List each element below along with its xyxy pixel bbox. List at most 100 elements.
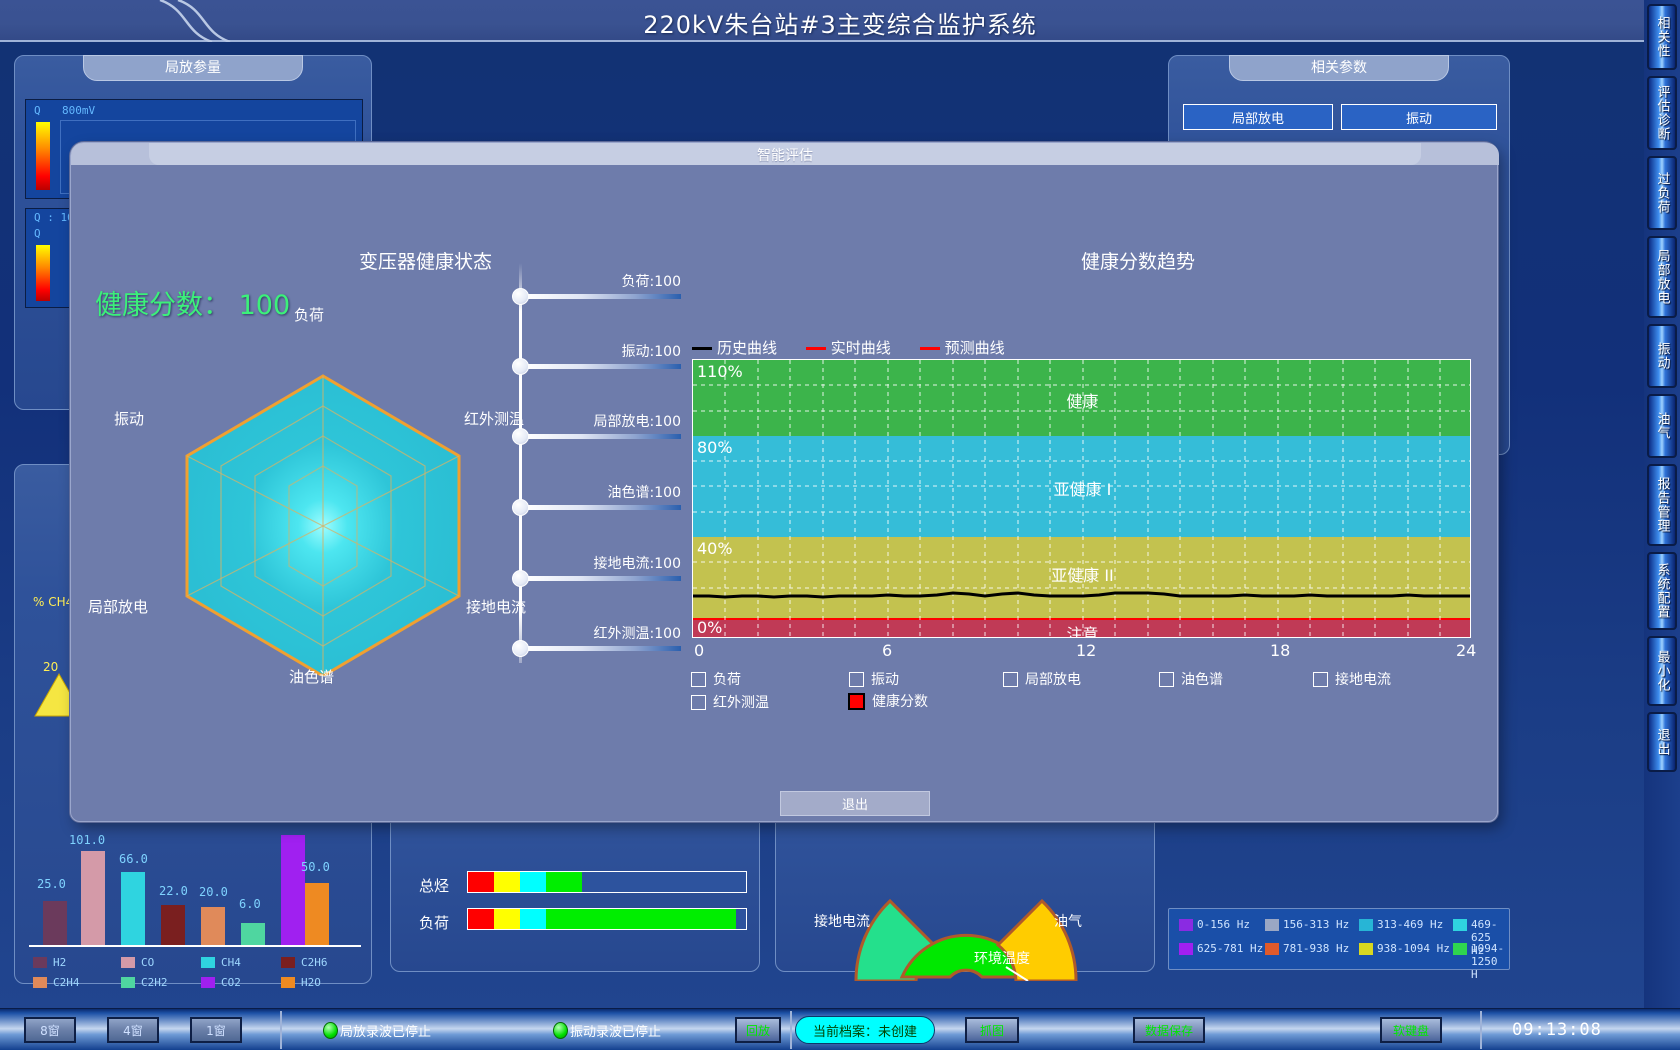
header-swoosh-decoration	[159, 0, 231, 42]
bar-2	[121, 872, 145, 945]
bar-7	[305, 883, 329, 945]
slider-label-infrared-temp: 红外测温:100	[593, 626, 681, 642]
checkbox-box-health-score[interactable]	[848, 692, 865, 710]
freq-label-0: 0-156 Hz	[1197, 918, 1250, 931]
dialog-titlebar[interactable]: 智能评估	[71, 143, 1499, 165]
sidebar-item-overload[interactable]: 过负荷	[1647, 156, 1677, 230]
slider-knob-partial-discharge[interactable]	[512, 428, 529, 445]
x-tick-18: 18	[1270, 641, 1291, 660]
x-tick-24: 24	[1456, 641, 1477, 660]
radar-axis-label-infrared: 红外测温	[464, 410, 525, 428]
sidebar-item-oil-gas[interactable]: 油气	[1647, 394, 1677, 458]
slider-ground-current[interactable]: 接地电流:100	[506, 556, 681, 589]
bar-value-3: 22.0	[159, 884, 188, 898]
pd-color-scale-1	[36, 122, 50, 190]
checkbox-partial-discharge[interactable]: 局部放电	[1003, 669, 1081, 689]
slider-track-oil-chromatography[interactable]	[528, 505, 681, 510]
slider-label-load: 负荷:100	[621, 274, 681, 290]
freq-swatch-0	[1179, 919, 1193, 931]
meter-track-0	[467, 871, 747, 893]
slider-knob-oil-chromatography[interactable]	[512, 499, 529, 516]
window-layout-8[interactable]: 8窗	[24, 1017, 76, 1043]
sidebar-item-correlation[interactable]: 相关性	[1647, 4, 1677, 70]
checkbox-box-partial-discharge[interactable]	[1003, 671, 1018, 687]
slider-track-ground-current[interactable]	[528, 576, 681, 581]
tab-vibration[interactable]: 振动	[1341, 104, 1497, 130]
slider-knob-load[interactable]	[512, 288, 529, 305]
slider-track-vibration[interactable]	[528, 364, 681, 369]
app-header: 220kV朱台站#3主变综合监护系统	[0, 0, 1680, 42]
freq-label-7: 1094-1250 H	[1471, 942, 1505, 981]
transformer-health-radar-chart: 负荷 红外测温 接地电流 油色谱 局部放电 振动	[88, 306, 526, 686]
slider-track-partial-discharge[interactable]	[528, 434, 681, 439]
ch4-value: 20	[43, 660, 59, 674]
panel-tab-pd[interactable]: 局放参量	[83, 55, 303, 81]
slider-infrared-temp[interactable]: 红外测温:100	[506, 626, 681, 659]
slider-knob-infrared-temp[interactable]	[512, 640, 529, 657]
window-layout-4[interactable]: 4窗	[107, 1017, 159, 1043]
legend-entry-realtime: 实时曲线	[805, 339, 891, 357]
slider-vibration[interactable]: 振动:100	[506, 344, 681, 377]
y-tick-110: 110%	[697, 362, 743, 381]
checkbox-load[interactable]: 负荷	[691, 669, 741, 689]
slider-knob-ground-current[interactable]	[512, 570, 529, 587]
pd-record-status: 局放录波已停止	[340, 1025, 432, 1040]
checkbox-oil-chromatography[interactable]: 油色谱	[1159, 669, 1223, 689]
legend-entry-forecast: 预测曲线	[919, 339, 1005, 357]
checkbox-health-score[interactable]: 健康分数	[848, 691, 928, 711]
checkbox-label-vibration: 振动	[871, 672, 899, 688]
checkbox-box-vibration[interactable]	[849, 671, 864, 687]
pd-q2-label: Q : 10	[34, 211, 74, 224]
checkbox-vibration[interactable]: 振动	[849, 669, 899, 689]
sidebar-item-system-config[interactable]: 系统配置	[1647, 552, 1677, 630]
playback-button[interactable]: 回放	[735, 1017, 781, 1043]
meter-seg-yellow-0	[494, 872, 520, 892]
legend-line-forecast	[919, 347, 940, 350]
arc-label-bottom: 环境温度	[974, 951, 1030, 967]
meter-label-0: 总烃	[419, 877, 450, 895]
dialog-exit-button[interactable]: 退出	[780, 791, 930, 816]
tab-partial-discharge[interactable]: 局部放电	[1183, 104, 1333, 130]
panel-tab-related[interactable]: 相关参数	[1229, 55, 1449, 81]
sidebar-item-assessment[interactable]: 评估诊断	[1647, 76, 1677, 150]
capture-button[interactable]: 抓图	[965, 1017, 1019, 1043]
sidebar-item-report-mgmt[interactable]: 报告管理	[1647, 464, 1677, 546]
pd-q-value: 800mV	[62, 104, 96, 117]
sidebar-item-exit[interactable]: 退出	[1647, 712, 1677, 772]
pd-record-led-icon	[323, 1022, 338, 1039]
legend-label-h2: H2	[53, 956, 67, 969]
x-tick-6: 6	[882, 641, 893, 660]
slider-oil-chromatography[interactable]: 油色谱:100	[506, 485, 681, 518]
checkbox-box-ground-current[interactable]	[1313, 671, 1328, 687]
checkbox-box-infrared-temp[interactable]	[691, 694, 706, 710]
history-curve	[693, 591, 1470, 599]
panel-frequency-legend: 0-156 Hz 156-313 Hz 313-469 Hz 469-625 H…	[1168, 908, 1510, 981]
pd-q-label: Q	[34, 104, 41, 117]
slider-partial-discharge[interactable]: 局部放电:100	[506, 414, 681, 447]
checkbox-label-load: 负荷	[713, 672, 741, 688]
legend-swatch-co2	[201, 977, 215, 988]
sidebar-item-vibration[interactable]: 振动	[1647, 324, 1677, 388]
checkbox-infrared-temp[interactable]: 红外测温	[691, 692, 769, 712]
y-tick-0: 0%	[697, 618, 723, 637]
current-archive-status[interactable]: 当前档案：未创建	[795, 1016, 935, 1044]
bar-value-5: 6.0	[239, 897, 261, 911]
window-layout-1[interactable]: 1窗	[190, 1017, 242, 1043]
slider-knob-vibration[interactable]	[512, 358, 529, 375]
legend-label-ch4: CH4	[221, 956, 241, 969]
slider-track-infrared-temp[interactable]	[528, 646, 681, 651]
freq-swatch-1	[1265, 919, 1279, 931]
trend-section-title: 健康分数趋势	[1081, 251, 1196, 273]
sidebar-item-minimize[interactable]: 最小化	[1647, 636, 1677, 706]
checkbox-ground-current[interactable]: 接地电流	[1313, 669, 1391, 689]
slider-load[interactable]: 负荷:100	[506, 274, 681, 307]
arc-label-left: 接地电流	[814, 914, 870, 930]
sidebar-item-partial-discharge[interactable]: 局部放电	[1647, 236, 1677, 318]
bar-value-4: 20.0	[199, 885, 228, 899]
checkbox-box-load[interactable]	[691, 671, 706, 687]
soft-keyboard-button[interactable]: 软键盘	[1380, 1017, 1442, 1043]
meter-seg-cyan-0	[520, 872, 546, 892]
slider-track-load[interactable]	[528, 294, 681, 299]
data-save-button[interactable]: 数据保存	[1133, 1017, 1205, 1043]
checkbox-box-oil-chromatography[interactable]	[1159, 671, 1174, 687]
